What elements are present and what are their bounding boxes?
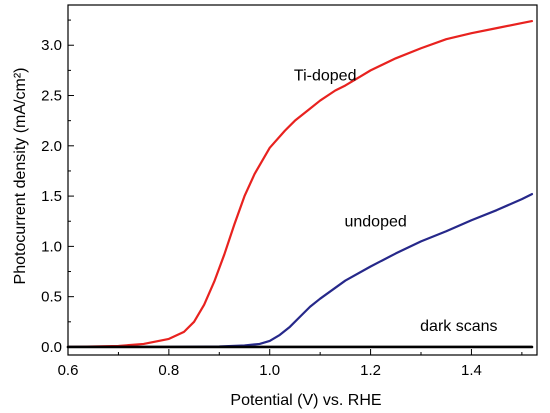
plot-frame bbox=[67, 4, 538, 356]
y-tick-label: 0.0 bbox=[41, 339, 62, 356]
series-annotation: dark scans bbox=[420, 318, 497, 335]
annotation-layer: Ti-doped undoped dark scans bbox=[294, 67, 498, 334]
x-tick-label: 0.6 bbox=[58, 362, 79, 379]
series-layer bbox=[66, 19, 534, 349]
y-tick-label: 2.0 bbox=[41, 138, 62, 155]
x-tick-label: 0.8 bbox=[158, 362, 179, 379]
series-line-ti-doped bbox=[66, 19, 534, 349]
y-tick-label: 1.0 bbox=[41, 238, 62, 255]
x-axis-label: Potential (V) vs. RHE bbox=[230, 392, 381, 409]
y-tick-label: 2.5 bbox=[41, 88, 62, 105]
y-axis-label: Photocurrent density (mA/cm²) bbox=[12, 68, 29, 285]
x-tick-label: 1.0 bbox=[259, 362, 280, 379]
y-tick-label: 0.5 bbox=[41, 289, 62, 306]
y-tick-label: 3.0 bbox=[41, 37, 62, 54]
x-tick-label: 1.4 bbox=[461, 362, 482, 379]
series-line-undoped bbox=[66, 192, 534, 349]
tick-layer: 0.6 0.8 1.0 1.2 1.4 0.0 0.5 1.0 1.5 2.0 2.5 3.0 bbox=[41, 19, 523, 379]
x-tick-label: 1.2 bbox=[360, 362, 381, 379]
plot-area bbox=[67, 4, 538, 356]
series-annotation: Ti-doped bbox=[294, 67, 357, 84]
series-annotation: undoped bbox=[344, 213, 406, 230]
y-tick-label: 1.5 bbox=[41, 188, 62, 205]
